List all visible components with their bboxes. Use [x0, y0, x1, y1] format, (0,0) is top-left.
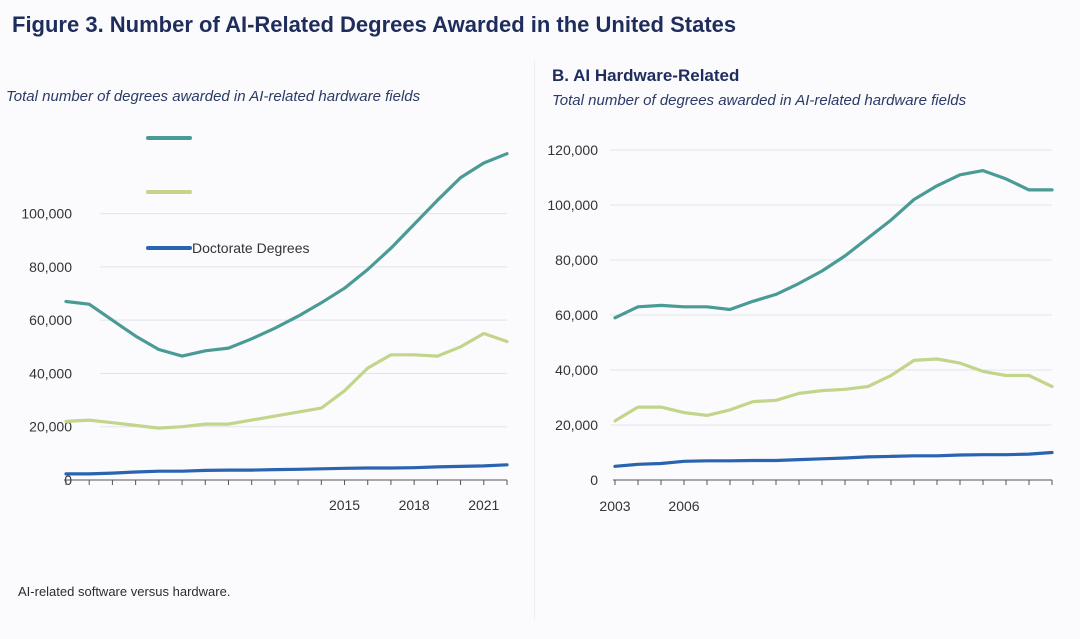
y-tick-label: 80,000 [555, 252, 598, 268]
footnote: AI-related software versus hardware. [18, 584, 231, 599]
x-tick-label: 2015 [329, 497, 360, 513]
y-tick-label: 60,000 [555, 307, 598, 323]
y-tick-label: 80,000 [29, 259, 72, 275]
y-tick-label: 40,000 [29, 365, 72, 381]
x-tick-label: 2021 [468, 497, 499, 513]
series-line-masters [613, 357, 1054, 423]
y-tick-label: 60,000 [29, 312, 72, 328]
y-tick-label: 20,000 [555, 417, 598, 433]
right-panel-title: B. AI Hardware-Related [552, 66, 740, 85]
legend-label-doctorate: Doctorate Degrees [192, 240, 310, 256]
y-tick-label: 40,000 [555, 362, 598, 378]
series-line-bachelors [613, 169, 1054, 320]
series-line-doctorate [613, 450, 1054, 468]
y-tick-label: 100,000 [547, 197, 598, 213]
y-tick-label: 0 [590, 472, 598, 488]
series-line-doctorate [64, 463, 509, 476]
x-tick-label: 2003 [599, 498, 630, 514]
figure-title: Figure 3. Number of AI-Related Degrees A… [12, 12, 737, 37]
series-line-masters [64, 331, 509, 430]
y-tick-label: 120,000 [547, 142, 598, 158]
y-tick-label: 20,000 [29, 419, 72, 435]
right-panel-subtitle: Total number of degrees awarded in AI-re… [552, 92, 967, 109]
y-tick-label: 100,000 [21, 206, 72, 222]
x-tick-label: 2006 [668, 498, 699, 514]
series-line-bachelors [64, 152, 509, 358]
left-panel-subtitle: Total number of degrees awarded in AI-re… [6, 88, 421, 105]
x-tick-label: 2018 [399, 497, 430, 513]
panel-divider [534, 60, 535, 620]
